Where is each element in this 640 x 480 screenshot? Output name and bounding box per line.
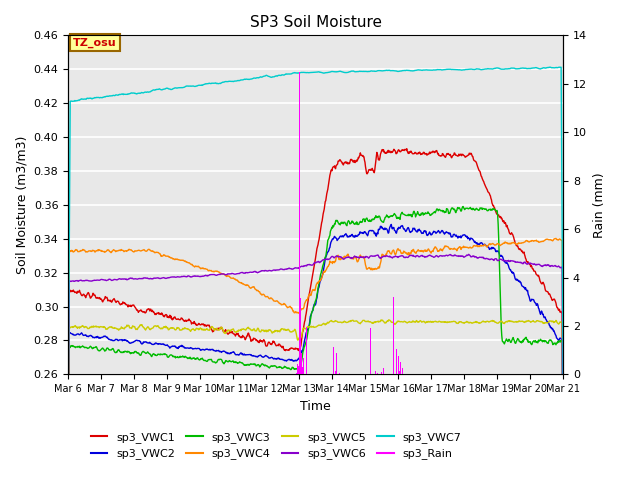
Title: SP3 Soil Moisture: SP3 Soil Moisture bbox=[250, 15, 381, 30]
Y-axis label: Soil Moisture (m3/m3): Soil Moisture (m3/m3) bbox=[15, 136, 28, 274]
Legend: sp3_VWC1, sp3_VWC2, sp3_VWC3, sp3_VWC4, sp3_VWC5, sp3_VWC6, sp3_VWC7, sp3_Rain: sp3_VWC1, sp3_VWC2, sp3_VWC3, sp3_VWC4, … bbox=[86, 428, 466, 464]
Y-axis label: Rain (mm): Rain (mm) bbox=[593, 172, 605, 238]
Text: TZ_osu: TZ_osu bbox=[73, 37, 116, 48]
X-axis label: Time: Time bbox=[300, 400, 331, 413]
